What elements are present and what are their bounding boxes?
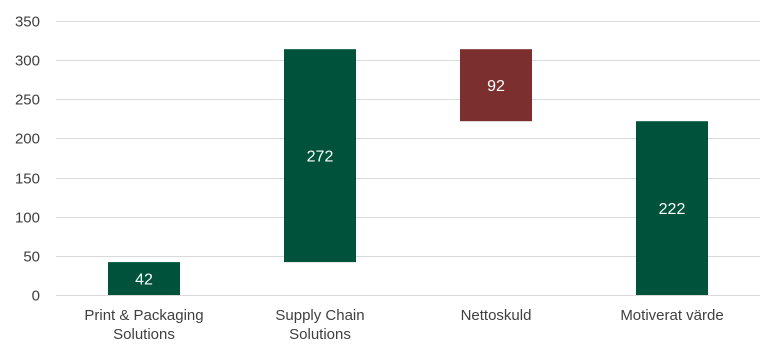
y-tick-label: 250 — [15, 92, 40, 109]
category-label: Nettoskuld — [461, 307, 532, 324]
category-label: Motiverat värde — [620, 307, 723, 324]
category-label-line: Supply Chain — [275, 307, 364, 324]
gridlines — [56, 21, 760, 296]
data-label: 222 — [659, 201, 686, 218]
category-label: Print & Packaging Solutions — [84, 307, 203, 343]
bar — [460, 49, 532, 122]
category-label-line: Motiverat värde — [620, 307, 723, 324]
bar — [284, 49, 356, 263]
y-tick-label: 300 — [15, 53, 40, 70]
y-tick-label: 150 — [15, 171, 40, 188]
y-tick-label: 0 — [32, 288, 40, 305]
category-label-line: Solutions — [289, 326, 351, 343]
category-label-line: Nettoskuld — [461, 307, 532, 324]
y-tick-label: 350 — [15, 14, 40, 31]
category-label-line: Solutions — [113, 326, 175, 343]
y-tick-label: 200 — [15, 131, 40, 148]
data-label: 42 — [135, 272, 153, 289]
bar — [108, 262, 180, 295]
y-axis: 0 50 100 150 200 250 300 350 — [15, 14, 40, 305]
bar — [636, 121, 708, 295]
bars: 42 272 92 222 — [108, 49, 708, 295]
category-label-line: Print & Packaging — [84, 307, 203, 324]
data-label: 272 — [307, 149, 334, 166]
y-tick-label: 50 — [23, 249, 40, 266]
y-tick-label: 100 — [15, 210, 40, 227]
x-axis: Print & Packaging Solutions Supply Chain So… — [84, 307, 723, 343]
data-label: 92 — [487, 78, 505, 95]
category-label: Supply Chain Solutions — [275, 307, 364, 343]
